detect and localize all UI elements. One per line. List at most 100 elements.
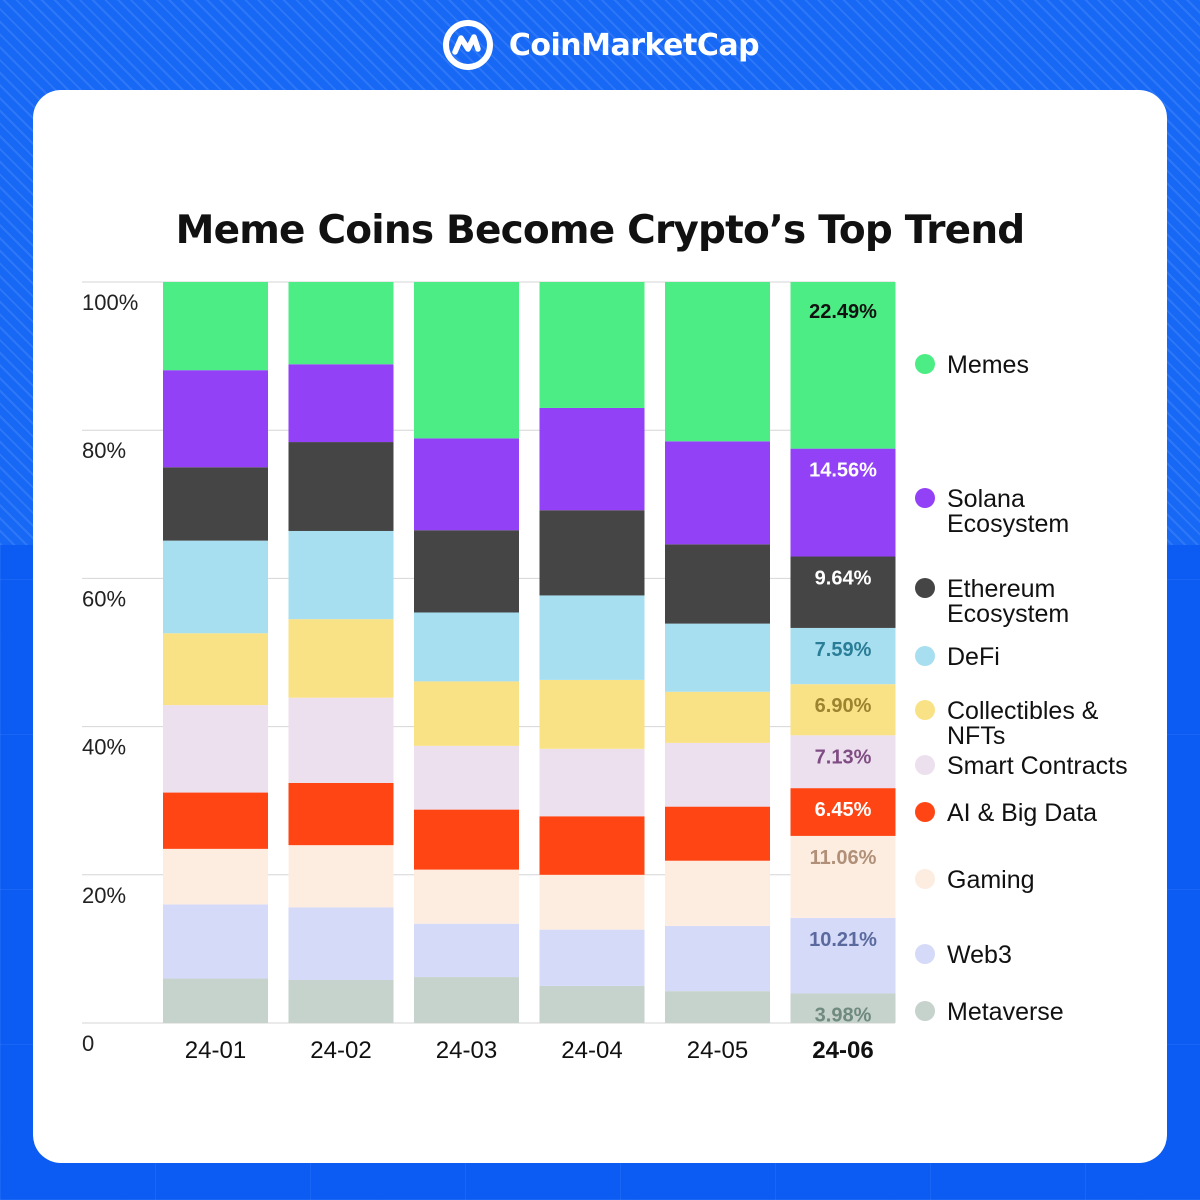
bar-segment xyxy=(539,929,645,986)
bar-segment xyxy=(163,978,268,1023)
bar-segment xyxy=(414,977,519,1023)
bar-segment xyxy=(539,816,645,875)
legend-label-line: AI & Big Data xyxy=(947,799,1097,827)
bar-segment xyxy=(665,623,770,692)
bar-segment xyxy=(414,612,519,682)
y-tick-label: 20% xyxy=(82,883,126,908)
bar-segment xyxy=(163,848,268,905)
bar-segment xyxy=(288,980,394,1023)
bar-segment xyxy=(790,684,896,736)
legend-label-line: Solana xyxy=(947,485,1025,513)
bar-segment xyxy=(790,282,896,449)
data-label: 3.98% xyxy=(815,1005,872,1027)
bar-segment xyxy=(665,282,770,442)
data-label: 7.13% xyxy=(815,746,872,768)
legend-swatch xyxy=(915,869,935,889)
bar-segment xyxy=(288,442,394,531)
bar-segment xyxy=(288,619,394,698)
legend-label-line: Ecosystem xyxy=(947,600,1069,628)
legend-label-line: Smart Contracts xyxy=(947,752,1128,780)
bar-segment xyxy=(163,282,268,371)
data-label: 14.56% xyxy=(809,460,877,482)
bar-segment xyxy=(790,788,896,836)
legend-swatch xyxy=(915,1001,935,1021)
bar-segment xyxy=(665,544,770,624)
legend-label: Metaverse xyxy=(947,998,1064,1026)
bar-segment xyxy=(539,282,645,408)
bar-segment xyxy=(790,556,896,628)
bar-segment xyxy=(539,595,645,680)
bar-segment xyxy=(414,809,519,870)
x-tick-label: 24-04 xyxy=(561,1037,622,1064)
bar-segment xyxy=(790,448,896,557)
bar-segment xyxy=(665,806,770,861)
bar-segment xyxy=(414,745,519,810)
legend-swatch xyxy=(915,700,935,720)
bar-segment xyxy=(414,530,519,613)
bar-segment xyxy=(665,441,770,545)
bar-segment xyxy=(163,633,268,706)
bar-segment xyxy=(414,438,519,531)
bar-segment xyxy=(288,697,394,783)
bar-segment xyxy=(790,835,896,918)
bar-segment xyxy=(665,860,770,926)
bar-segment xyxy=(665,691,770,743)
bar-segment xyxy=(163,904,268,979)
bar-segment xyxy=(539,985,645,1023)
data-label: 6.90% xyxy=(815,695,872,717)
legend-label: Solana Ecosystem xyxy=(947,485,1069,538)
coinmarketcap-logo-icon xyxy=(442,20,493,70)
bar-segment xyxy=(414,923,519,978)
bar-segment xyxy=(665,925,770,992)
legend-swatch xyxy=(915,755,935,775)
legend-label: Collectibles & NFTs xyxy=(947,697,1099,750)
brand-name: CoinMarketCap xyxy=(508,27,760,63)
legend-swatch xyxy=(915,646,935,666)
bar-segment xyxy=(539,510,645,596)
x-tick-label: 24-03 xyxy=(436,1037,497,1064)
y-tick-label: 80% xyxy=(82,438,126,463)
x-tick-label: 24-06 xyxy=(812,1037,873,1064)
x-tick-label: 24-05 xyxy=(687,1037,748,1064)
bar-segment xyxy=(539,874,645,930)
bar-segment xyxy=(790,917,896,994)
bar-segment xyxy=(288,782,394,846)
bar-segment xyxy=(163,705,268,793)
bar-segment xyxy=(665,742,770,807)
bar-segment xyxy=(790,627,896,685)
legend-label: Memes xyxy=(947,351,1029,379)
bar-segment xyxy=(414,869,519,924)
bar-segment xyxy=(288,907,394,981)
bar-segment xyxy=(414,681,519,746)
brand-header: CoinMarketCap xyxy=(0,14,1200,76)
legend-swatch xyxy=(915,802,935,822)
bar-segment xyxy=(790,735,896,789)
legend-label: Ethereum Ecosystem xyxy=(947,575,1069,628)
legend-swatch xyxy=(915,944,935,964)
bar-segment xyxy=(163,370,268,468)
legend-label-line: Ethereum xyxy=(947,575,1055,603)
data-label: 7.59% xyxy=(815,639,872,661)
bar-segment xyxy=(665,991,770,1023)
legend-label: AI & Big Data xyxy=(947,799,1097,827)
x-tick-label: 24-02 xyxy=(310,1037,371,1064)
bar-segment xyxy=(790,993,896,1023)
legend-label-line: Memes xyxy=(947,351,1029,379)
legend-label: DeFi xyxy=(947,643,1000,671)
bar-segment xyxy=(288,282,394,365)
bar-segment xyxy=(539,748,645,817)
legend-label-line: Gaming xyxy=(947,866,1035,894)
legend-swatch xyxy=(915,354,935,374)
bar-segment xyxy=(539,679,645,749)
legend-label-line: Web3 xyxy=(947,941,1012,969)
bar-segment xyxy=(163,792,268,849)
bar-segment xyxy=(288,530,394,620)
data-label: 11.06% xyxy=(810,847,877,869)
legend-label: Web3 xyxy=(947,941,1012,969)
bar-segment xyxy=(163,467,268,541)
chart-title: Meme Coins Become Crypto’s Top Trend xyxy=(175,208,1026,253)
legend-label-line: NFTs xyxy=(947,722,1005,750)
legend-label-line: Ecosystem xyxy=(947,510,1069,538)
legend-label-line: DeFi xyxy=(947,643,1000,671)
